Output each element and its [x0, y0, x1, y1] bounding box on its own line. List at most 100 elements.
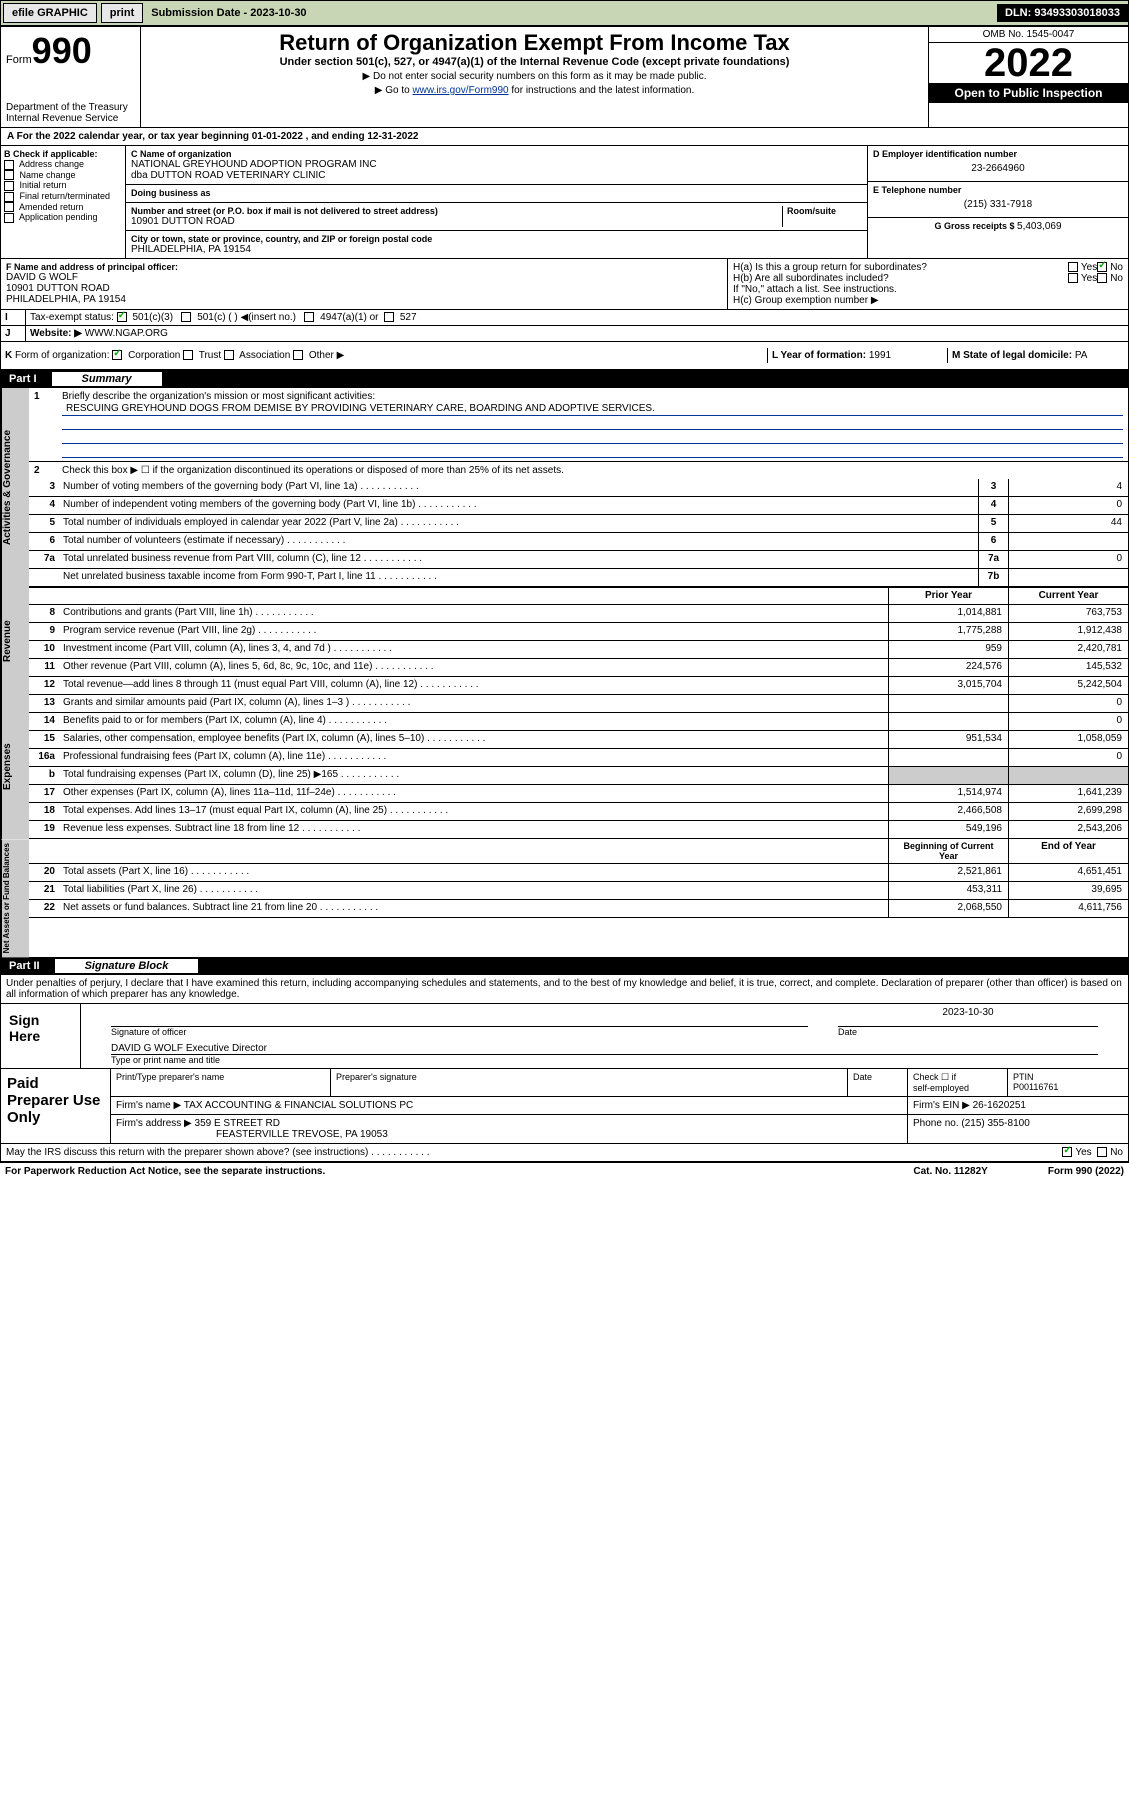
l-label: L Year of formation:	[772, 350, 869, 361]
irs-link[interactable]: www.irs.gov/Form990	[412, 85, 508, 96]
ln-num: 17	[29, 785, 59, 802]
org-dba: dba DUTTON ROAD VETERINARY CLINIC	[131, 170, 862, 181]
line2-text: Check this box ▶ ☐ if the organization d…	[62, 465, 564, 476]
ln-box: 4	[978, 497, 1008, 514]
ln-text: Salaries, other compensation, employee b…	[59, 731, 888, 748]
discuss-yes[interactable]	[1062, 1147, 1072, 1157]
chk-corp[interactable]	[112, 350, 122, 360]
header: Form990 Department of the Treasury Inter…	[1, 27, 1128, 128]
ln-num: 22	[29, 900, 59, 917]
prep-addr2: FEASTERVILLE TREVOSE, PA 19053	[116, 1129, 902, 1140]
ln-text: Number of voting members of the governin…	[59, 479, 978, 496]
hb-no[interactable]	[1097, 273, 1107, 283]
revenue-vlabel: Revenue	[1, 587, 29, 695]
header-left: Form990 Department of the Treasury Inter…	[1, 27, 141, 127]
form-org-label: Form of organization:	[15, 350, 110, 361]
ln-val	[1008, 569, 1128, 586]
efile-btn[interactable]: efile GRAPHIC	[3, 3, 97, 23]
s527: 527	[400, 312, 417, 323]
sub-date: 2023-10-30	[250, 7, 306, 19]
sig-of-label: Signature of officer	[111, 1027, 808, 1037]
b-opt-chk[interactable]	[4, 202, 14, 212]
part1-label: Part I	[9, 373, 37, 385]
blank	[59, 839, 888, 863]
prep-h5: PTIN	[1013, 1072, 1123, 1082]
ln-text: Other expenses (Part IX, column (A), lin…	[59, 785, 888, 802]
ptin: P00116761	[1013, 1082, 1123, 1092]
ln-box: 3	[978, 479, 1008, 496]
prior-val: 3,015,704	[888, 677, 1008, 694]
ln-text: Total unrelated business revenue from Pa…	[59, 551, 978, 568]
ln-text: Other revenue (Part VIII, column (A), li…	[59, 659, 888, 676]
netassets-section: Net Assets or Fund Balances Beginning of…	[1, 839, 1128, 957]
ln-num: 13	[29, 695, 59, 712]
print-btn[interactable]: print	[101, 3, 143, 23]
curr-val: 0	[1008, 749, 1128, 766]
ln-num: 10	[29, 641, 59, 658]
mission-blank2	[62, 430, 1123, 444]
prior-val: 1,514,974	[888, 785, 1008, 802]
b-opt: Final return/terminated	[4, 191, 122, 202]
data-line: 21 Total liabilities (Part X, line 26) 4…	[29, 882, 1128, 900]
b-opt-chk[interactable]	[4, 170, 14, 180]
year: 2022	[929, 43, 1128, 83]
chk-527[interactable]	[384, 312, 394, 322]
chk-other[interactable]	[293, 350, 303, 360]
chk-assoc[interactable]	[224, 350, 234, 360]
ln-num: 18	[29, 803, 59, 820]
ln-text: Investment income (Part VIII, column (A)…	[59, 641, 888, 658]
e-label: E Telephone number	[873, 185, 1123, 195]
b-opt-chk[interactable]	[4, 160, 14, 170]
discuss-no[interactable]	[1097, 1147, 1107, 1157]
ln-num: 8	[29, 605, 59, 622]
chk-501c3[interactable]	[117, 312, 127, 322]
chk-4947[interactable]	[304, 312, 314, 322]
ln-text: Total expenses. Add lines 13–17 (must eq…	[59, 803, 888, 820]
submission-date: Submission Date - 2023-10-30	[145, 4, 312, 22]
officer-sig-name: DAVID G WOLF Executive Director	[111, 1043, 1098, 1055]
chk-501c[interactable]	[181, 312, 191, 322]
ln-text: Total liabilities (Part X, line 26)	[59, 882, 888, 899]
b-opt-chk[interactable]	[4, 181, 14, 191]
prior-val	[888, 713, 1008, 730]
g-label: G Gross receipts $	[934, 221, 1017, 231]
form-title: Return of Organization Exempt From Incom…	[144, 30, 925, 56]
trust: Trust	[199, 350, 221, 361]
s501c3: 501(c)(3)	[132, 312, 173, 323]
ln-text: Grants and similar amounts paid (Part IX…	[59, 695, 888, 712]
sub-label: Submission Date -	[151, 7, 250, 19]
c-label: C Name of organization	[131, 149, 862, 159]
curr-val: 1,058,059	[1008, 731, 1128, 748]
prior-val: 224,576	[888, 659, 1008, 676]
prep-h4a: Check ☐ if	[913, 1072, 1002, 1083]
netassets-vlabel: Net Assets or Fund Balances	[1, 839, 29, 957]
b-opt-chk[interactable]	[4, 213, 14, 223]
blank	[59, 588, 888, 604]
hb-yes[interactable]	[1068, 273, 1078, 283]
tax-year-line: A For the 2022 calendar year, or tax yea…	[1, 128, 1128, 146]
room-label: Room/suite	[787, 206, 836, 216]
b-opt: Address change	[4, 159, 122, 170]
chk-trust[interactable]	[183, 350, 193, 360]
prep-phone: (215) 355-8100	[961, 1118, 1029, 1129]
part2-label: Part II	[9, 960, 40, 972]
ln-num: 5	[29, 515, 59, 532]
officer-addr2: PHILADELPHIA, PA 19154	[6, 294, 722, 305]
officer-addr1: 10901 DUTTON ROAD	[6, 283, 722, 294]
m-label: M State of legal domicile:	[952, 350, 1075, 361]
ln-text: Total assets (Part X, line 16)	[59, 864, 888, 881]
summary-label: Summary	[52, 372, 162, 386]
activity-line: 5 Total number of individuals employed i…	[29, 515, 1128, 533]
activities-vlabel: Activities & Governance	[1, 388, 29, 587]
d-no: No	[1110, 1147, 1123, 1158]
footer-right: Form 990 (2022)	[1048, 1166, 1124, 1177]
ln-text: Revenue less expenses. Subtract line 18 …	[59, 821, 888, 838]
col-c: C Name of organization NATIONAL GREYHOUN…	[126, 146, 868, 258]
ln-text: Total number of volunteers (estimate if …	[59, 533, 978, 550]
b-opt-chk[interactable]	[4, 192, 14, 202]
ha-yes[interactable]	[1068, 262, 1078, 272]
dln-val: 93493303018033	[1034, 7, 1120, 19]
ha-no[interactable]	[1097, 262, 1107, 272]
firm-lbl: Firm's name ▶	[116, 1100, 181, 1111]
curr-val: 39,695	[1008, 882, 1128, 899]
